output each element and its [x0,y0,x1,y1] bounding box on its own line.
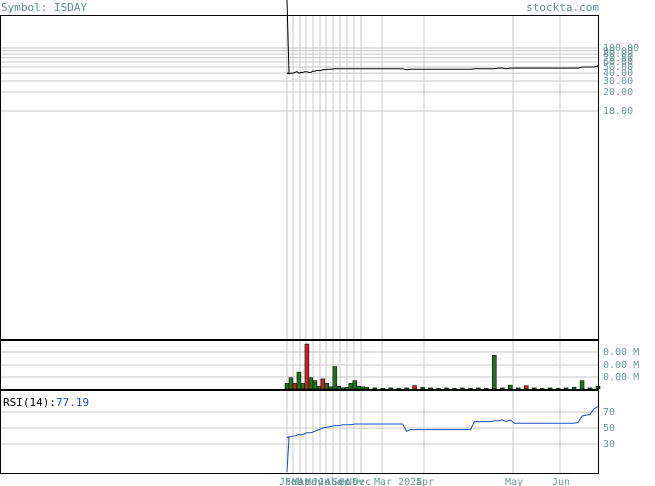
price-tick-label: 100.00 [603,43,639,54]
volume-bar [300,383,306,390]
volume-bar [292,383,298,390]
volume-bar [516,387,521,390]
volume-bar [296,371,302,390]
x-tick-label: Jan [279,477,297,486]
volume-bar [531,387,537,390]
rsi-value: 77.19 [56,396,89,409]
rsi-tick-label: 70 [603,407,615,418]
symbol-label: Symbol: ISDAY [1,1,87,14]
volume-bar [571,387,577,390]
volume-bars [284,343,601,390]
rsi-tick-label: 30 [603,439,615,450]
volume-bar [388,387,393,390]
volume-bar [372,387,377,390]
volume-bar [352,380,358,390]
volume-bar [324,383,330,390]
volume-tick-label: 0.00 M [603,372,639,383]
volume-bar [404,387,409,390]
volume-bar [336,385,342,390]
volume-bar [420,387,425,390]
price-panel [0,15,599,340]
x-tick-label: Apr [416,477,434,486]
volume-bar [380,388,385,390]
x-tick-label: Jul [318,477,336,486]
volume-bar [508,384,513,390]
x-tick-label: Mar 2025 [374,477,422,486]
volume-bar [304,343,310,390]
volume-bar [563,387,569,390]
rsi-tick-label: 50 [603,423,615,434]
volume-bar [555,388,561,390]
rsi-axis: 70 50 30 [603,407,615,450]
volume-bar [308,377,314,390]
volume-bar [484,388,489,390]
volume-bar [328,386,334,390]
x-tick-label: Apr [298,477,316,486]
x-tick-label: Nov [346,477,364,486]
price-tick-label: 90.00 [603,46,633,57]
volume-bar [436,388,441,390]
volume-bar [587,387,593,390]
x-tick-label: Feb [285,477,303,486]
x-tick-label: May [505,477,523,486]
price-tick-label: 20.00 [603,87,633,98]
volume-bar [476,387,481,390]
x-tick-label: Dec [353,477,371,486]
volume-bar [500,387,505,390]
volume-bar [312,380,318,390]
site-label: stockta.com [526,1,599,14]
volume-bar [547,387,553,390]
price-tick-label: 70.00 [603,53,633,64]
volume-bar [492,355,497,390]
volume-bar [360,386,366,390]
price-tick-label: 80.00 [603,49,633,60]
volume-bar [428,387,433,390]
x-tick-label: Sep [332,477,350,486]
price-tick-label: 50.00 [603,62,633,73]
grid [1,16,598,473]
volume-bar [460,387,465,390]
price-tick-label: 30.00 [603,76,633,87]
volume-tick-label: 0.00 M [603,347,639,358]
x-tick-label: May [305,477,323,486]
volume-bar [288,377,294,390]
volume-bar [412,385,417,390]
x-tick-label: Mar [292,477,310,486]
price-axis: 100.0090.0080.0070.0060.0050.0040.0030.0… [603,43,639,117]
x-tick-label: Jun [552,477,570,486]
volume-bar [356,385,362,390]
x-tick-label: Jun [312,477,330,486]
price-tick-label: 10.00 [603,106,633,117]
volume-bar [316,385,322,390]
volume-bar [523,385,529,390]
rsi-line [286,405,599,473]
volume-bar [348,383,354,390]
volume-bar [539,388,545,390]
x-tick-label: Aug [325,477,343,486]
rsi-panel [0,390,599,474]
price-tick-label: 60.00 [603,57,633,68]
volume-bar [444,387,449,390]
volume-panel [0,340,599,390]
volume-bar [396,388,401,390]
volume-bar [320,378,326,390]
volume-bar [284,383,290,390]
x-tick-label: Oct [339,477,357,486]
volume-bar [468,388,473,390]
volume-bar [332,366,338,390]
volume-bar [340,387,346,390]
volume-axis: 0.00 M0.00 M0.00 M [603,347,639,383]
volume-bar [364,387,369,390]
rsi-label: RSI(14): [3,396,56,409]
volume-bar [344,387,350,390]
volume-tick-label: 0.00 M [603,360,639,371]
price-tick-label: 40.00 [603,68,633,79]
volume-bar [579,380,585,390]
price-line [286,0,599,75]
volume-bar [452,388,457,390]
